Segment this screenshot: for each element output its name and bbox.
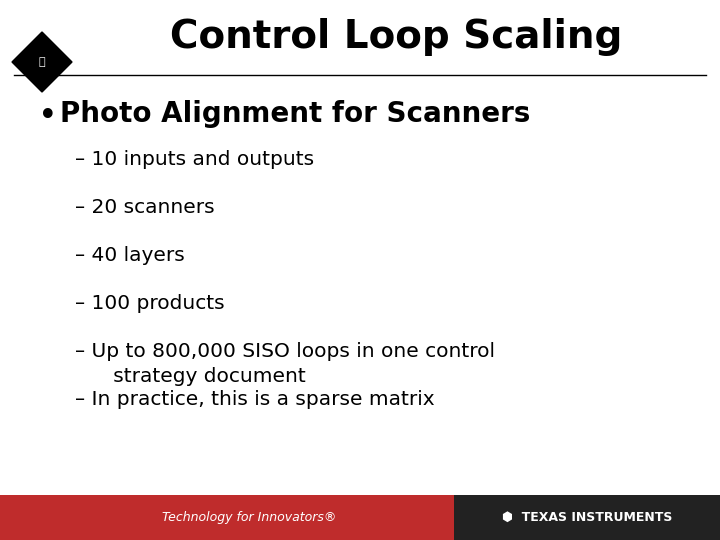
Bar — [454, 495, 720, 540]
Text: Photo Alignment for Scanners: Photo Alignment for Scanners — [60, 100, 531, 128]
Text: – Up to 800,000 SISO loops in one control
      strategy document: – Up to 800,000 SISO loops in one contro… — [75, 342, 495, 386]
Text: Technology for Innovators®: Technology for Innovators® — [162, 511, 337, 524]
Text: – 10 inputs and outputs: – 10 inputs and outputs — [75, 150, 314, 169]
Text: •: • — [38, 100, 58, 133]
Bar — [0, 495, 454, 540]
Polygon shape — [12, 32, 72, 92]
Text: – 100 products: – 100 products — [75, 294, 225, 313]
Text: Ⓝ: Ⓝ — [39, 57, 45, 67]
Text: Control Loop Scaling: Control Loop Scaling — [170, 18, 622, 56]
Text: – 20 scanners: – 20 scanners — [75, 198, 215, 217]
Text: – 40 layers: – 40 layers — [75, 246, 185, 265]
Text: ⬢  TEXAS INSTRUMENTS: ⬢ TEXAS INSTRUMENTS — [502, 511, 672, 524]
Text: – In practice, this is a sparse matrix: – In practice, this is a sparse matrix — [75, 390, 435, 409]
